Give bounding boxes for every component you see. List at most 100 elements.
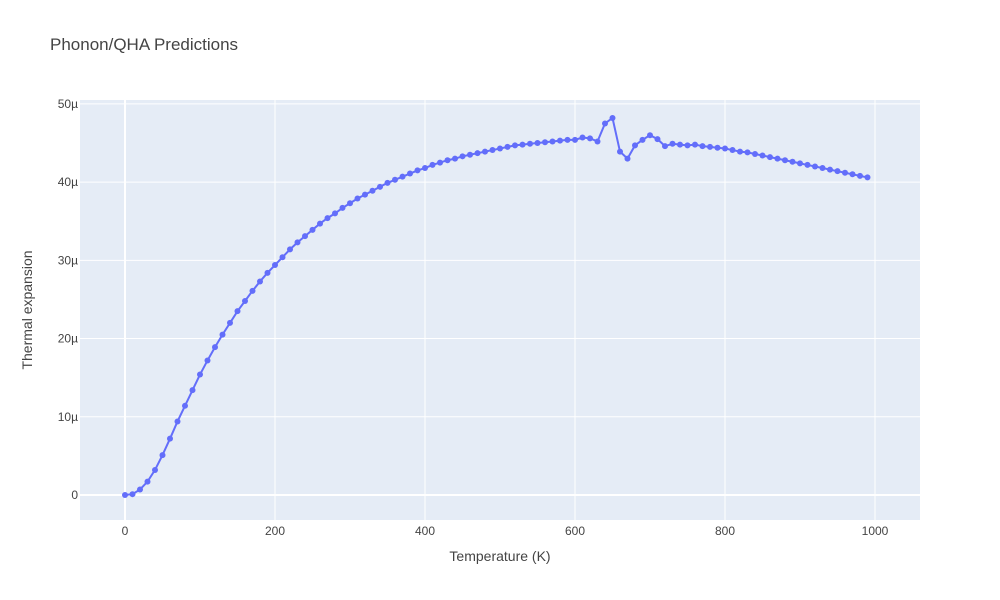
data-point[interactable] xyxy=(827,166,833,173)
data-point[interactable] xyxy=(489,147,496,154)
data-point[interactable] xyxy=(789,158,796,165)
data-point[interactable] xyxy=(639,136,646,143)
data-point[interactable] xyxy=(699,143,706,150)
data-point[interactable] xyxy=(354,195,361,202)
data-point[interactable] xyxy=(467,151,473,158)
data-point[interactable] xyxy=(549,138,556,145)
data-point[interactable] xyxy=(782,157,788,164)
data-point[interactable] xyxy=(572,136,578,143)
data-point[interactable] xyxy=(497,145,503,152)
data-point[interactable] xyxy=(264,269,271,276)
data-point[interactable] xyxy=(722,145,728,152)
data-point[interactable] xyxy=(414,167,421,174)
data-point[interactable] xyxy=(234,308,241,315)
data-point[interactable] xyxy=(677,141,683,148)
data-point[interactable] xyxy=(849,171,856,178)
data-point[interactable] xyxy=(579,134,586,141)
data-point[interactable] xyxy=(444,157,451,164)
data-point[interactable] xyxy=(729,147,736,154)
data-point[interactable] xyxy=(279,254,286,261)
data-point[interactable] xyxy=(167,435,173,442)
data-point[interactable] xyxy=(257,278,263,285)
data-point[interactable] xyxy=(512,142,518,149)
data-point[interactable] xyxy=(617,148,623,155)
data-point[interactable] xyxy=(557,137,563,144)
data-point[interactable] xyxy=(624,155,631,162)
data-point[interactable] xyxy=(767,154,773,161)
data-point[interactable] xyxy=(182,402,188,409)
data-point[interactable] xyxy=(692,141,698,148)
data-point[interactable] xyxy=(174,418,181,425)
data-point[interactable] xyxy=(654,136,661,143)
data-point[interactable] xyxy=(594,138,601,145)
data-point[interactable] xyxy=(797,160,803,167)
data-point[interactable] xyxy=(459,153,466,160)
data-point[interactable] xyxy=(437,159,443,166)
data-point[interactable] xyxy=(804,161,811,168)
data-point[interactable] xyxy=(812,163,818,170)
data-point[interactable] xyxy=(707,143,713,150)
data-point[interactable] xyxy=(317,220,323,227)
data-point[interactable] xyxy=(189,387,196,394)
data-point[interactable] xyxy=(422,165,428,172)
data-point[interactable] xyxy=(737,148,743,155)
data-point[interactable] xyxy=(474,150,481,157)
data-point[interactable] xyxy=(669,140,676,147)
data-point[interactable] xyxy=(249,287,256,294)
data-point[interactable] xyxy=(482,148,488,155)
data-point[interactable] xyxy=(527,140,533,147)
data-point[interactable] xyxy=(384,179,391,186)
data-point[interactable] xyxy=(302,233,308,240)
data-point[interactable] xyxy=(144,478,151,485)
data-point[interactable] xyxy=(504,143,511,150)
data-point[interactable] xyxy=(227,319,233,326)
data-point[interactable] xyxy=(324,215,331,222)
data-point[interactable] xyxy=(369,187,376,194)
data-point[interactable] xyxy=(399,173,406,180)
data-point[interactable] xyxy=(137,486,143,493)
data-point[interactable] xyxy=(377,183,383,190)
data-point[interactable] xyxy=(647,132,653,139)
data-point[interactable] xyxy=(152,466,158,473)
data-point[interactable] xyxy=(197,371,203,378)
data-point[interactable] xyxy=(129,491,136,498)
data-point[interactable] xyxy=(752,150,758,157)
data-point[interactable] xyxy=(819,165,826,172)
data-point[interactable] xyxy=(609,114,616,121)
data-point[interactable] xyxy=(857,172,863,179)
data-point[interactable] xyxy=(332,210,338,217)
data-point[interactable] xyxy=(122,491,128,498)
data-point[interactable] xyxy=(759,152,766,159)
data-point[interactable] xyxy=(632,142,638,149)
data-point[interactable] xyxy=(392,176,398,183)
data-point[interactable] xyxy=(159,452,166,459)
data-point[interactable] xyxy=(407,170,413,177)
data-point[interactable] xyxy=(684,142,691,149)
data-point[interactable] xyxy=(864,174,871,181)
data-point[interactable] xyxy=(347,200,353,207)
data-point[interactable] xyxy=(534,140,541,147)
data-point[interactable] xyxy=(542,139,548,146)
data-point[interactable] xyxy=(564,136,571,143)
data-point[interactable] xyxy=(219,331,226,338)
data-point[interactable] xyxy=(602,120,608,127)
data-point[interactable] xyxy=(362,191,368,198)
data-point[interactable] xyxy=(339,204,346,211)
data-point[interactable] xyxy=(242,298,248,305)
data-point[interactable] xyxy=(714,144,721,151)
data-point[interactable] xyxy=(204,357,211,364)
data-point[interactable] xyxy=(287,246,293,253)
data-point[interactable] xyxy=(272,262,278,269)
data-point[interactable] xyxy=(519,141,526,148)
data-point[interactable] xyxy=(294,239,301,246)
data-point[interactable] xyxy=(429,161,436,168)
data-point[interactable] xyxy=(212,344,218,351)
data-point[interactable] xyxy=(774,155,781,162)
data-point[interactable] xyxy=(587,135,593,142)
data-point[interactable] xyxy=(842,169,848,176)
data-point[interactable] xyxy=(662,143,668,150)
data-point[interactable] xyxy=(834,168,841,175)
data-point[interactable] xyxy=(744,149,751,156)
data-point[interactable] xyxy=(452,155,458,162)
data-point[interactable] xyxy=(309,226,316,233)
